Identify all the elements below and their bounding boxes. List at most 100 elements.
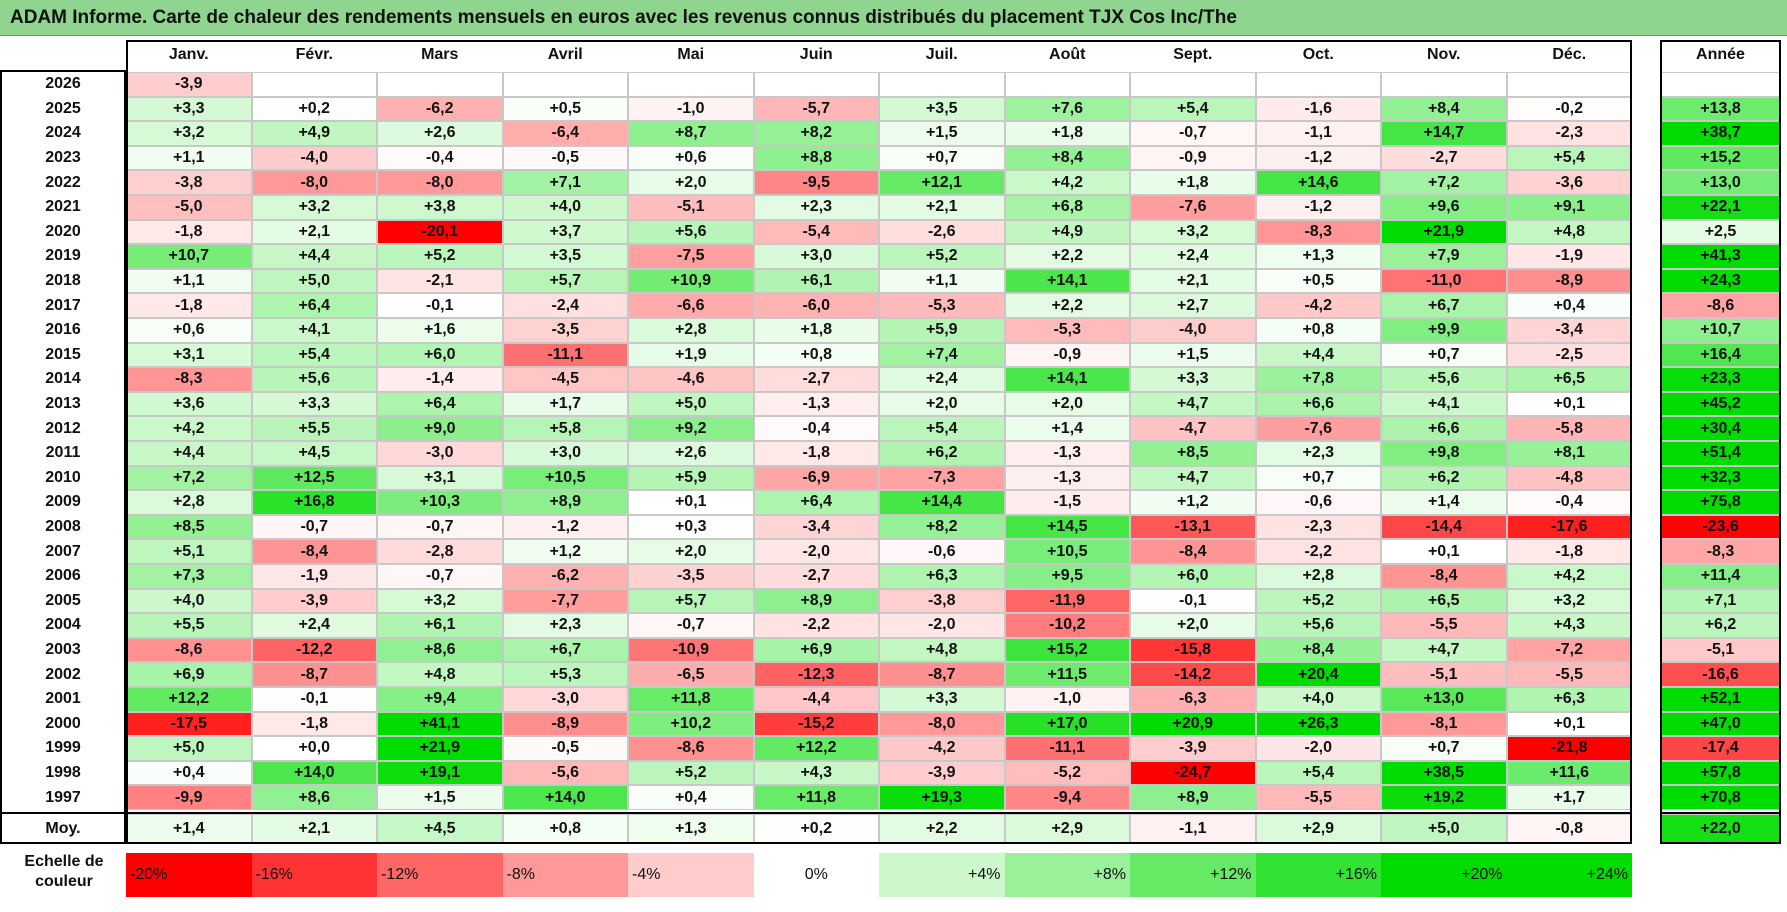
heat-cell: -2,4: [502, 293, 628, 318]
heat-cell: +5,6: [1381, 367, 1507, 392]
annual-cell: +47,0: [1660, 711, 1781, 737]
average-cell: +2,9: [1255, 814, 1381, 844]
heat-cell: -8,0: [377, 170, 503, 195]
heat-cell: +7,8: [1255, 367, 1381, 392]
annual-cell: -16,6: [1660, 662, 1781, 687]
heat-cell: +17,0: [1004, 711, 1130, 737]
heat-cell: +2,0: [628, 170, 754, 195]
heat-cell: +2,1: [879, 195, 1005, 220]
heat-cell: -15,2: [753, 711, 879, 737]
heat-cell: +1,1: [879, 268, 1005, 294]
heat-cell: -14,2: [1130, 662, 1256, 687]
heat-cell: +1,5: [377, 785, 503, 810]
heat-cell: +6,9: [126, 662, 252, 687]
year-label: 2012: [45, 419, 81, 437]
annual-cell: -5,1: [1660, 637, 1781, 663]
legend-step: +4%: [879, 853, 1005, 897]
heat-cell: -4,8: [1506, 465, 1632, 491]
heat-cell: -0,1: [377, 293, 503, 318]
heat-cell: +0,7: [879, 145, 1005, 171]
heat-cell: -3,0: [502, 687, 628, 712]
heat-cell: +1,4: [1381, 490, 1507, 515]
heat-cell: -8,9: [1506, 268, 1632, 294]
heat-cell: +0,5: [502, 96, 628, 122]
heat-cell: -1,2: [502, 514, 628, 540]
heat-cell: -8,7: [879, 662, 1005, 687]
heat-cell: +2,2: [1004, 293, 1130, 318]
heat-cell: -4,0: [1130, 318, 1256, 343]
heat-cell: -2,7: [753, 367, 879, 392]
annual-cell: +13,0: [1660, 170, 1781, 195]
year-label: 2006: [45, 567, 81, 585]
heat-cell: +41,1: [377, 711, 503, 737]
annual-cell: +11,4: [1660, 564, 1781, 589]
heat-cell: +5,1: [126, 539, 252, 564]
month-header: Mai: [628, 40, 754, 70]
heat-cell: -8,0: [879, 711, 1005, 737]
heat-cell: -6,0: [753, 293, 879, 318]
heat-cell: +5,0: [628, 391, 754, 417]
heat-cell: +3,2: [251, 195, 377, 220]
heat-cell: -0,4: [753, 416, 879, 441]
heat-cell: +10,5: [1004, 539, 1130, 564]
heat-cell: +19,3: [879, 785, 1005, 810]
year-label: 1999: [45, 739, 81, 757]
legend-step: +16%: [1255, 853, 1381, 897]
heat-cell: +2,8: [126, 490, 252, 515]
year-label: 2022: [45, 173, 81, 191]
heat-cell: +14,0: [502, 785, 628, 810]
heat-cell: +2,1: [251, 219, 377, 245]
heat-cell: -0,5: [502, 736, 628, 761]
heat-cell: +20,9: [1130, 711, 1256, 737]
heat-cell: -2,6: [879, 219, 1005, 245]
heat-cell: +1,3: [1255, 244, 1381, 269]
heat-cell: +5,4: [1255, 760, 1381, 786]
year-label: 2013: [45, 395, 81, 413]
annual-cell: -17,4: [1660, 736, 1781, 761]
average-cell: +2,9: [1004, 814, 1130, 844]
heat-cell: -0,7: [377, 514, 503, 540]
heat-cell: -8,4: [1130, 539, 1256, 564]
heat-cell: +14,4: [879, 490, 1005, 515]
heat-cell: +5,5: [126, 613, 252, 638]
heat-cell: [251, 72, 377, 97]
heat-cell: -5,3: [1004, 318, 1130, 343]
heat-cell: +2,8: [628, 318, 754, 343]
heat-cell: -3,6: [1506, 170, 1632, 195]
heat-cell: -1,8: [1506, 539, 1632, 564]
heat-cell: -9,9: [126, 785, 252, 810]
heat-cell: +8,7: [628, 121, 754, 146]
heat-cell: +8,4: [1004, 145, 1130, 171]
heat-cell: -6,5: [628, 662, 754, 687]
heat-cell: -2,3: [1506, 121, 1632, 146]
legend-step: -4%: [628, 853, 754, 897]
heat-cell: -3,9: [251, 588, 377, 614]
heat-cell: +4,0: [502, 195, 628, 220]
heat-cell: +5,9: [879, 318, 1005, 343]
heat-cell: +2,6: [377, 121, 503, 146]
heat-cell: +4,0: [1255, 687, 1381, 712]
year-label: 2008: [45, 518, 81, 536]
heat-cell: +0,1: [1506, 391, 1632, 417]
heat-cell: +4,8: [377, 662, 503, 687]
heat-cell: +5,8: [502, 416, 628, 441]
heat-cell: -1,9: [1506, 244, 1632, 269]
heat-cell: +6,7: [502, 637, 628, 663]
heat-cell: +0,6: [628, 145, 754, 171]
heat-cell: +6,5: [1381, 588, 1507, 614]
heat-cell: -2,0: [753, 539, 879, 564]
year-label: 2015: [45, 345, 81, 363]
heat-cell: +6,5: [1506, 367, 1632, 392]
heat-cell: -0,7: [1130, 121, 1256, 146]
heat-cell: +8,9: [753, 588, 879, 614]
month-header: Juil.: [879, 40, 1005, 70]
heat-cell: -8,1: [1381, 711, 1507, 737]
heat-cell: -2,7: [753, 564, 879, 589]
heat-cell: -1,9: [251, 564, 377, 589]
heat-cell: +19,2: [1381, 785, 1507, 810]
year-label: 2021: [45, 198, 81, 216]
heat-cell: -12,2: [251, 637, 377, 663]
month-header: Juin: [753, 40, 879, 70]
heat-cell: -5,0: [126, 195, 252, 220]
heat-cell: +14,6: [1255, 170, 1381, 195]
